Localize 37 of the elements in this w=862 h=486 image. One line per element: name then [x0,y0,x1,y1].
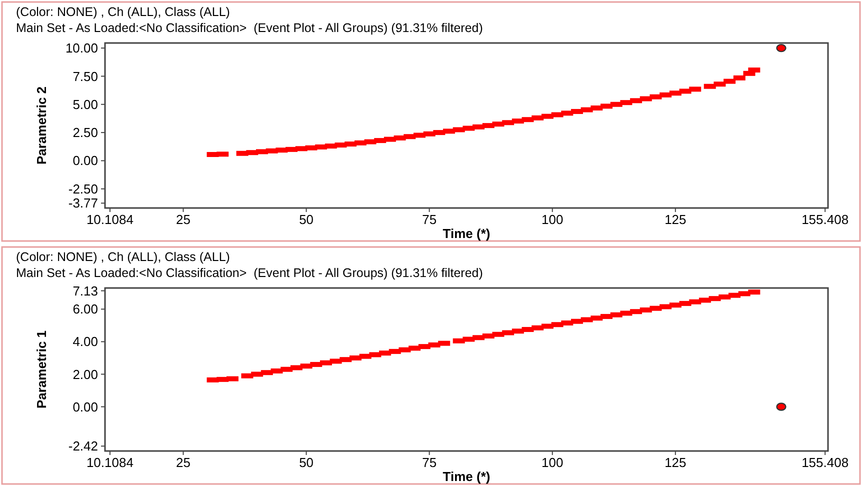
y-tick-label: 6.00 [72,302,98,317]
x-tick-label: 125 [664,455,686,470]
point [776,44,786,52]
y-axis-title: Parametric 1 [34,330,49,409]
x-tick-label: 155.408 [802,212,849,227]
x-tick-label: 25 [176,212,190,227]
point [776,402,786,411]
y-tick-label: -3.77 [68,196,98,211]
y-tick-label: 0.00 [72,153,98,168]
y-tick-label: 7.50 [72,68,98,84]
chart-title: (Color: NONE) , Ch (ALL), Class (ALL) [16,5,230,19]
x-tick-label: 100 [542,455,564,470]
y-tick-label: 7.13 [72,283,98,298]
x-tick-label: 10.1084 [86,212,134,227]
x-axis-title: Time (*) [442,469,490,484]
x-tick-label: 155.408 [802,455,849,470]
x-tick-label: 10.1084 [86,455,134,470]
y-tick-label: 5.00 [72,96,98,112]
y-tick-label: 2.00 [72,366,98,382]
x-tick-label: 25 [176,455,190,470]
x-tick-label: 50 [299,455,314,470]
x-tick-label: 100 [542,212,564,227]
x-tick-label: 75 [422,212,437,227]
y-tick-label: 0.00 [72,399,98,414]
y-tick-label: 2.50 [72,125,98,140]
y-axis-title: Parametric 2 [34,86,49,165]
x-tick-label: 125 [664,212,686,227]
y-tick-label: 10.00 [65,40,98,56]
x-axis-title: Time (*) [442,226,490,241]
chart-title: (Color: NONE) , Ch (ALL), Class (ALL) [16,250,230,264]
y-tick-label: -2.42 [68,438,98,454]
x-tick-label: 75 [422,455,437,470]
chart-subtitle: Main Set - As Loaded:<No Classification> (Event Plot - All Groups) (91.31% filtered) [16,21,483,35]
y-tick-label: -2.50 [68,181,98,196]
chart-subtitle: Main Set - As Loaded:<No Classification> (Event Plot - All Groups) (91.31% filtered) [16,266,483,280]
y-tick-label: 4.00 [72,334,98,350]
x-tick-label: 50 [299,212,314,227]
